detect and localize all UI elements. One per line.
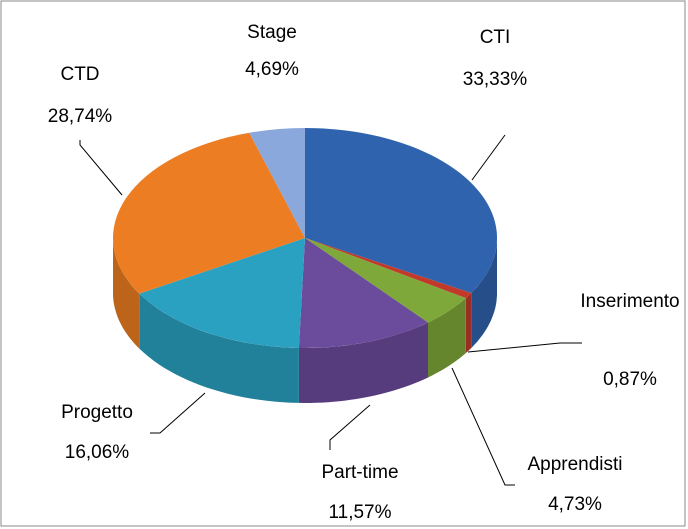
leader-lines xyxy=(79,134,582,486)
slice-side xyxy=(428,298,466,378)
slice xyxy=(305,128,497,293)
leader-line xyxy=(329,404,371,450)
slice-label: Progetto xyxy=(61,402,133,423)
slice-label: CTI xyxy=(480,27,511,48)
slice-value-label: 28,74% xyxy=(48,106,113,127)
slice-value-label: 16,06% xyxy=(65,442,130,463)
leader-line xyxy=(471,134,506,181)
slice xyxy=(113,132,305,294)
slice-side xyxy=(298,322,428,403)
leader-line xyxy=(79,140,123,196)
slice-side xyxy=(465,293,472,354)
slice-label: Apprendisti xyxy=(527,454,622,475)
pie xyxy=(113,128,497,403)
slice-label: CTD xyxy=(60,64,99,85)
slice xyxy=(305,238,472,299)
leader-line xyxy=(467,342,582,353)
slice-value-label: 0,87% xyxy=(603,369,657,390)
slice-side xyxy=(139,293,299,403)
slice-value-label: 33,33% xyxy=(463,69,528,90)
slice-label: Inserimento xyxy=(580,291,679,312)
slice xyxy=(249,128,305,238)
slice-label: Stage xyxy=(247,22,297,43)
slice-value-label: 4,69% xyxy=(245,59,299,80)
slice-value-label: 11,57% xyxy=(328,502,391,523)
slice xyxy=(305,238,466,323)
labels: CTI 33,33% Inserimento 0,87% Apprendisti 4,73… xyxy=(48,22,680,523)
leader-line xyxy=(451,367,515,486)
slice-side xyxy=(471,238,497,348)
slice-value-label: 4,73% xyxy=(548,494,602,515)
slice xyxy=(298,238,428,348)
slice-side xyxy=(113,238,140,349)
slice xyxy=(139,238,305,348)
leader-line xyxy=(150,392,206,434)
slice-label: Part-time xyxy=(321,462,398,483)
